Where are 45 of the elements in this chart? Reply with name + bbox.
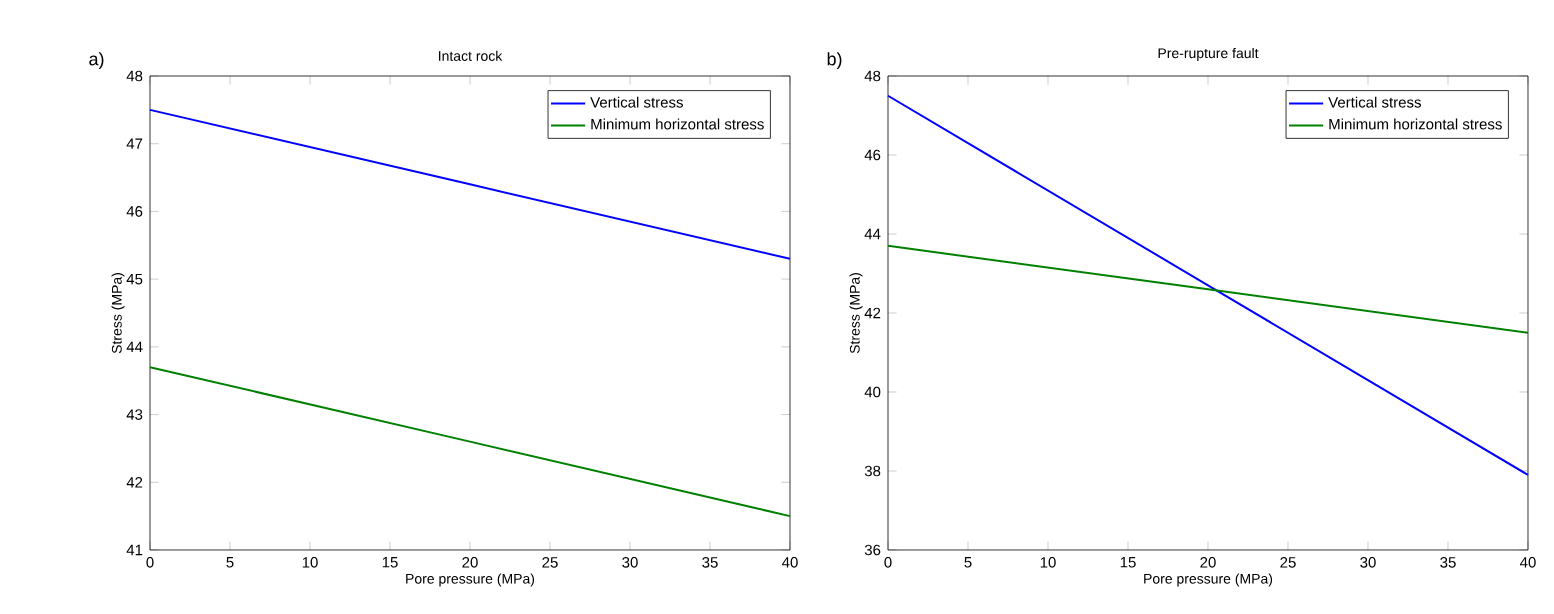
x-axis-title: Pore pressure (MPa)	[1144, 573, 1273, 587]
x-tick-label: 30	[1360, 557, 1376, 568]
x-tick-label: 20	[462, 557, 478, 568]
y-tick-label: 46	[864, 149, 881, 161]
x-tick-label: 15	[1120, 557, 1136, 568]
y-axis-title: Stress (MPa)	[111, 273, 125, 354]
x-tick-label: 15	[382, 557, 398, 568]
legend-label: Minimum horizontal stress	[1329, 118, 1502, 130]
x-tick-label: 0	[146, 557, 154, 568]
x-tick-label: 25	[1280, 557, 1296, 568]
x-tick-label: 10	[302, 557, 318, 568]
x-tick-label: 40	[1520, 557, 1536, 568]
y-tick-label: 42	[864, 307, 881, 319]
y-tick-label: 43	[126, 409, 143, 420]
x-tick-label: 35	[702, 557, 718, 568]
legend-label: Minimum horizontal stress	[591, 118, 764, 130]
legend-label: Vertical stress	[590, 96, 683, 108]
y-tick-label: 42	[126, 477, 143, 488]
x-tick-label: 30	[622, 557, 638, 568]
text: a)	[89, 52, 104, 69]
text: b)	[827, 52, 842, 69]
x-tick-label: 5	[226, 557, 234, 568]
x-tick-label: 5	[964, 557, 972, 568]
y-tick-label: 48	[864, 70, 881, 82]
y-tick-label: 41	[126, 544, 143, 556]
y-tick-label: 45	[126, 273, 143, 285]
x-axis-title: Pore pressure (MPa)	[406, 573, 535, 587]
chart-title: Intact rock	[439, 50, 503, 61]
y-tick-label: 48	[126, 70, 143, 82]
y-tick-label: 44	[126, 341, 143, 353]
x-tick-label: 20	[1200, 557, 1216, 568]
legend-label: Vertical stress	[1328, 96, 1421, 108]
x-tick-label: 10	[1040, 557, 1056, 568]
x-tick-label: 35	[1440, 557, 1456, 568]
y-tick-label: 46	[126, 206, 143, 217]
y-tick-label: 40	[864, 386, 881, 398]
y-tick-label: 44	[864, 228, 881, 240]
y-tick-label: 47	[126, 138, 143, 149]
y-tick-label: 38	[864, 465, 881, 477]
y-axis-title: Stress (MPa)	[849, 273, 863, 354]
x-tick-label: 25	[542, 557, 558, 568]
chart-title: Pre-rupture fault	[1158, 47, 1259, 61]
x-tick-label: 0	[884, 557, 892, 568]
x-tick-label: 40	[782, 557, 798, 568]
y-tick-label: 36	[864, 544, 881, 556]
